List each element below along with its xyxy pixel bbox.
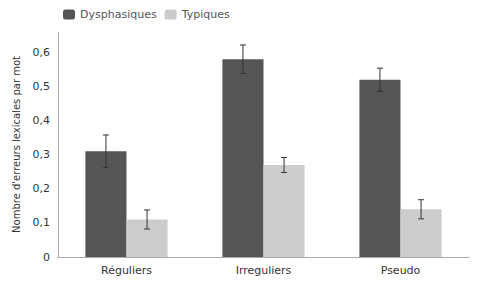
svg-text:0,3: 0,3	[33, 148, 51, 161]
svg-text:Nombre d'erreurs lexicales par: Nombre d'erreurs lexicales par mot	[11, 56, 22, 233]
svg-text:0,1: 0,1	[33, 216, 51, 229]
svg-text:0,5: 0,5	[33, 80, 51, 93]
svg-text:Typiques: Typiques	[181, 8, 230, 21]
svg-text:Réguliers: Réguliers	[101, 264, 152, 277]
svg-text:Dysphasiques: Dysphasiques	[80, 8, 157, 21]
svg-text:Pseudo: Pseudo	[381, 264, 421, 277]
svg-text:Irreguliers: Irreguliers	[236, 264, 292, 277]
svg-text:0,6: 0,6	[33, 46, 51, 59]
svg-text:0,4: 0,4	[33, 114, 51, 127]
svg-text:0: 0	[43, 251, 50, 264]
svg-text:0,2: 0,2	[33, 182, 51, 195]
